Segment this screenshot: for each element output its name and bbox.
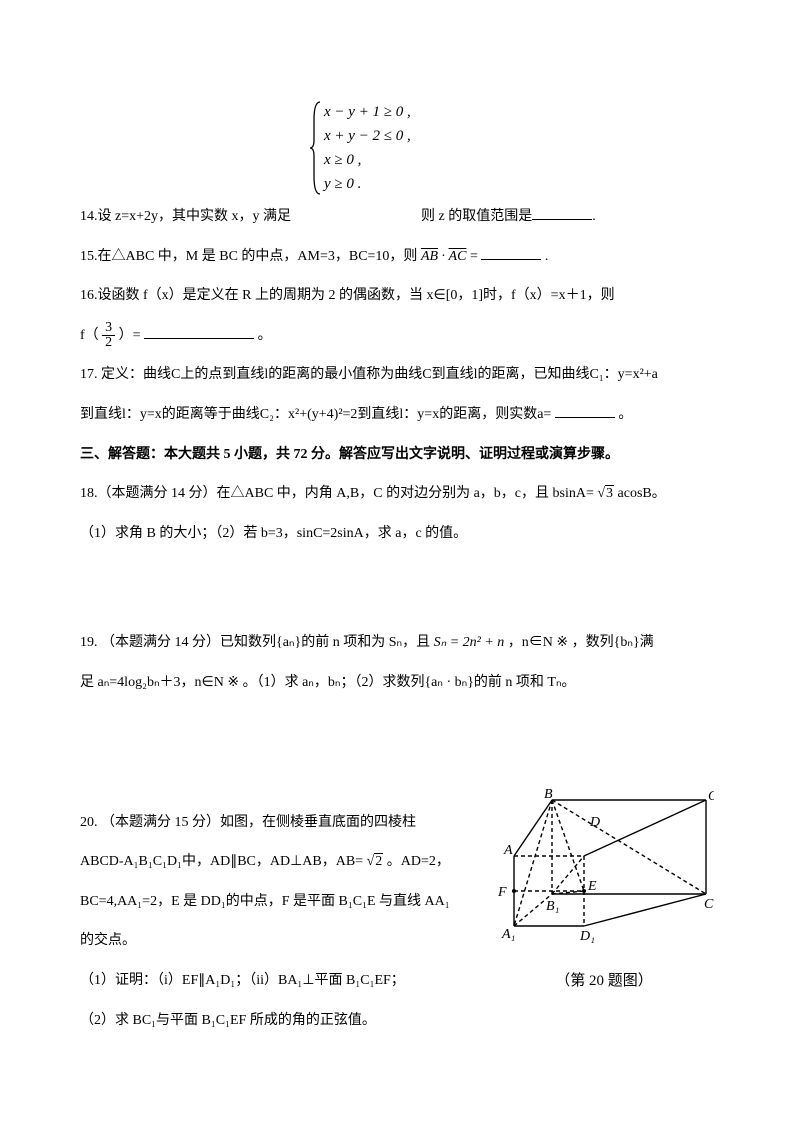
svg-text:C: C — [708, 789, 714, 804]
question-14: x − y + 1 ≥ 0 , x + y − 2 ≤ 0 , x ≥ 0 , … — [80, 100, 714, 234]
svg-text:B: B — [544, 787, 553, 802]
q19-line-1: 19. （本题满分 14 分）已知数列{aₙ}的前 n 项和为 Sₙ，且 Sₙ … — [80, 626, 714, 660]
q20-line-4: 的交点。 — [80, 924, 478, 958]
star-1: ※ — [556, 635, 568, 650]
constraint-1: x − y + 1 ≥ 0 , — [324, 100, 411, 124]
svg-text:E: E — [587, 879, 597, 894]
q15-text-1: 15.在△ABC 中，M 是 BC 的中点，AM=3，BC=10，则 — [80, 249, 417, 264]
prism-diagram-icon: A B C D A₁ B₁ C₁ D₁ E F — [494, 786, 714, 946]
star-2: ※ — [227, 675, 239, 690]
fraction-3-2: 3 2 — [102, 321, 115, 350]
constraint-4: y ≥ 0 . — [324, 172, 411, 196]
frac-den: 2 — [102, 336, 115, 350]
q14-after-2: . — [592, 200, 596, 234]
constraint-2: x + y − 2 ≤ 0 , — [324, 124, 411, 148]
figure-caption: （第 20 题图） — [494, 963, 714, 999]
question-15: 15.在△ABC 中，M 是 BC 的中点，AM=3，BC=10，则 AB · … — [80, 240, 714, 274]
sqrt-2: √2 — [367, 853, 384, 869]
q18-line-2: （1）求角 B 的大小；（2）若 b=3，sinC=2sinA，求 a，c 的值… — [80, 517, 714, 551]
sqrt-3: √3 — [597, 485, 614, 501]
question-19: 19. （本题满分 14 分）已知数列{aₙ}的前 n 项和为 Sₙ，且 Sₙ … — [80, 626, 714, 699]
q18-line-1a: 18.（本题满分 14 分）在△ABC 中，内角 A,B，C 的对边分别为 a，… — [80, 486, 594, 501]
q17-line-1: 17. 定义：曲线C上的点到直线l的距离的最小值称为曲线C到直线l的距离，已知曲… — [80, 358, 714, 392]
q15-text-2: . — [545, 249, 549, 264]
svg-text:F: F — [497, 885, 507, 900]
q16-f-close: ）= — [119, 328, 141, 343]
question-20: 20. （本题满分 15 分）如图，在侧棱垂直底面的四棱柱 ABCD-A₁B₁C… — [80, 806, 714, 1044]
q19-line-2b: 。（1）求 aₙ，bₙ；（2）求数列{aₙ · bₙ}的前 n 项和 Tₙ。 — [243, 675, 576, 690]
left-brace-icon — [310, 100, 322, 196]
question-17: 17. 定义：曲线C上的点到直线l的距离的最小值称为曲线C到直线l的距离，已知曲… — [80, 358, 714, 431]
question-18: 18.（本题满分 14 分）在△ABC 中，内角 A,B，C 的对边分别为 a，… — [80, 477, 714, 550]
svg-text:B₁: B₁ — [546, 899, 559, 914]
q20-figure: A B C D A₁ B₁ C₁ D₁ E F （第 20 题图） — [494, 786, 714, 1044]
q15-eq: = — [470, 249, 478, 264]
vector-ac: AC — [449, 249, 467, 264]
q20-line-2a: ABCD-A₁B₁C₁D₁中，AD∥BC，AD⊥AB，AB= — [80, 854, 363, 869]
blank-17 — [555, 404, 615, 418]
q14-before: 14.设 z=x+2y，其中实数 x，y 满足 — [80, 200, 291, 234]
question-16: 16.设函数 f（x）是定义在 R 上的周期为 2 的偶函数，当 x∈[0，1]… — [80, 279, 714, 352]
q19-line-1a: 19. （本题满分 14 分）已知数列{aₙ}的前 n 项和为 Sₙ，且 — [80, 635, 430, 650]
constraint-system: x − y + 1 ≥ 0 , x + y − 2 ≤ 0 , x ≥ 0 , … — [310, 100, 411, 196]
q19-line-1c: ，数列{bₙ}满 — [572, 635, 654, 650]
q20-line-5: （1）证明：（i）EF∥A₁D₁；（ii）BA₁⊥平面 B₁C₁EF； — [80, 964, 478, 998]
q16-f-open: f（ — [80, 328, 99, 343]
dot-product: · — [442, 249, 446, 264]
q17-line-2a: 到直线l：y=x的距离等于曲线C₂：x²+(y+4)²=2到直线l：y=x的距离… — [80, 407, 551, 422]
gap-18-19 — [80, 556, 714, 626]
q20-line-3: BC=4,AA₁=2，E 是 DD₁的中点，F 是平面 B₁C₁E 与直线 AA… — [80, 885, 478, 919]
q16-end: 。 — [258, 328, 272, 343]
q16-line-1: 16.设函数 f（x）是定义在 R 上的周期为 2 的偶函数，当 x∈[0，1]… — [80, 279, 714, 313]
q19-line-1b: ，n∈N — [508, 635, 553, 650]
blank-15 — [481, 246, 541, 260]
q18-line-1b: acosB。 — [618, 486, 666, 501]
blank-14 — [532, 206, 592, 220]
q19-line-2: 足 aₙ=4log₂bₙ＋3，n∈N ※ 。（1）求 aₙ，bₙ；（2）求数列{… — [80, 666, 714, 700]
svg-text:C₁: C₁ — [704, 897, 714, 912]
frac-num: 3 — [102, 321, 115, 336]
svg-text:A: A — [503, 843, 513, 858]
q20-text-block: 20. （本题满分 15 分）如图，在侧棱垂直底面的四棱柱 ABCD-A₁B₁C… — [80, 806, 478, 1044]
section-3-heading: 三、解答题：本大题共 5 小题，共 72 分。解答应写出文字说明、证明过程或演算… — [80, 438, 714, 472]
blank-16 — [144, 325, 254, 339]
q14-text-row: 14.设 z=x+2y，其中实数 x，y 满足 则 z 的取值范围是 . — [80, 200, 714, 234]
q20-line-2: ABCD-A₁B₁C₁D₁中，AD∥BC，AD⊥AB，AB= √2 。AD=2， — [80, 845, 478, 879]
q14-after-1: 则 z 的取值范围是 — [421, 200, 532, 234]
q17-line-2b: 。 — [618, 407, 632, 422]
q19-formula: Sₙ = 2n² + n — [434, 635, 508, 650]
q16-line-2: f（ 3 2 ）= 。 — [80, 319, 714, 353]
svg-text:D: D — [589, 815, 600, 830]
svg-text:A₁: A₁ — [501, 927, 515, 942]
svg-text:D₁: D₁ — [579, 929, 595, 944]
q19-line-2a: 足 aₙ=4log₂bₙ＋3，n∈N — [80, 675, 224, 690]
constraint-3: x ≥ 0 , — [324, 148, 411, 172]
q20-line-2b: 。AD=2， — [387, 854, 450, 869]
q17-line-2: 到直线l：y=x的距离等于曲线C₂：x²+(y+4)²=2到直线l：y=x的距离… — [80, 398, 714, 432]
vector-ab: AB — [421, 249, 438, 264]
q20-line-1: 20. （本题满分 15 分）如图，在侧棱垂直底面的四棱柱 — [80, 806, 478, 840]
q18-line-1: 18.（本题满分 14 分）在△ABC 中，内角 A,B，C 的对边分别为 a，… — [80, 477, 714, 511]
q20-line-6: （2）求 BC₁与平面 B₁C₁EF 所成的角的正弦值。 — [80, 1004, 478, 1038]
